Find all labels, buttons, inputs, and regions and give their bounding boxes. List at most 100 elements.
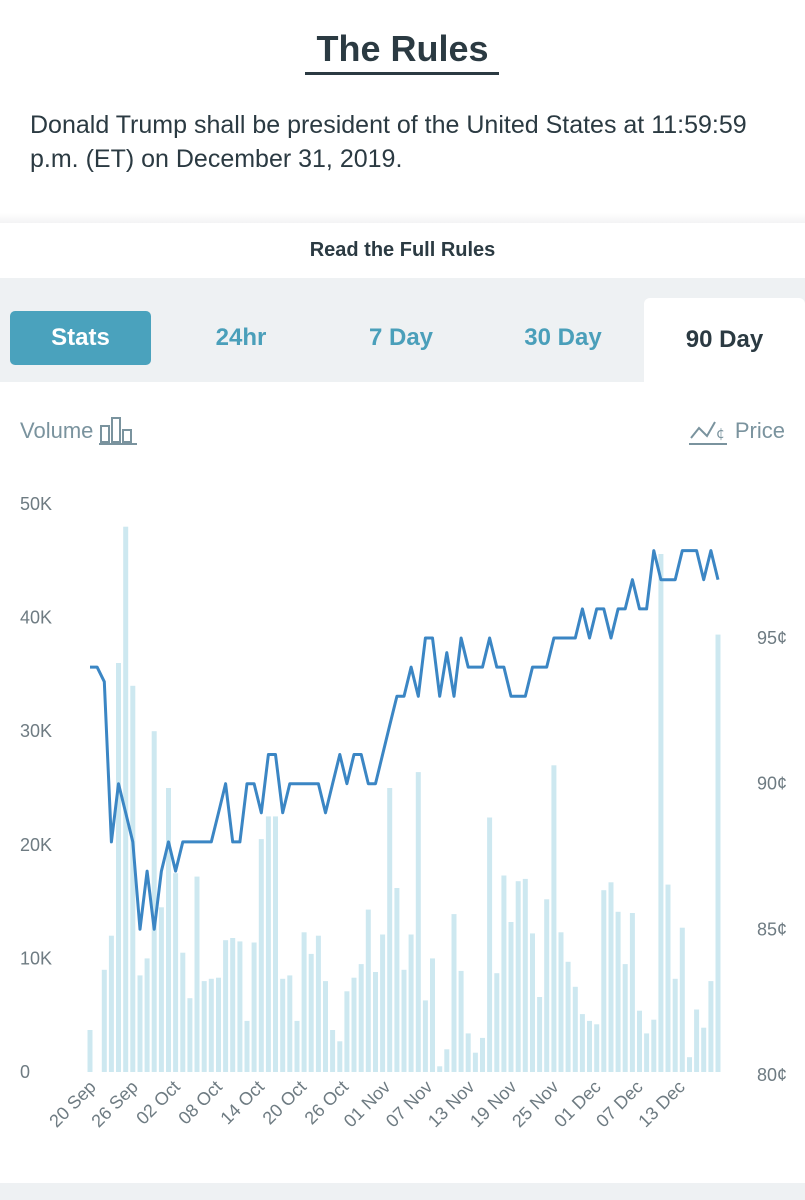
legend-price-label: Price xyxy=(734,418,785,443)
volume-bar xyxy=(415,772,421,1072)
volume-bar xyxy=(672,978,678,1072)
volume-bar xyxy=(430,958,435,1072)
volume-bar xyxy=(101,969,107,1072)
x-tick-label: 07 Dec xyxy=(592,1077,646,1131)
divider-shadow xyxy=(0,213,805,223)
volume-bar xyxy=(565,961,571,1072)
volume-bar xyxy=(273,816,278,1072)
volume-tick-label: 40K xyxy=(20,608,52,628)
volume-bar xyxy=(358,964,364,1072)
volume-bar xyxy=(679,927,685,1072)
volume-bar xyxy=(365,909,371,1072)
x-tick-label: 01 Dec xyxy=(550,1077,604,1131)
volume-tick-label: 20K xyxy=(20,835,52,855)
volume-bar xyxy=(665,884,671,1072)
volume-bar xyxy=(208,978,214,1072)
volume-bar xyxy=(351,977,357,1072)
x-tick-label: 26 Sep xyxy=(87,1077,141,1131)
volume-bar xyxy=(287,975,293,1072)
volume-bar xyxy=(465,1033,471,1072)
legend-volume-label: Volume xyxy=(20,418,94,443)
volume-bar xyxy=(201,981,207,1072)
volume-bars-icon xyxy=(99,417,138,445)
volume-tick-label: 30K xyxy=(20,721,52,741)
volume-bar xyxy=(494,973,500,1072)
svg-text:¢: ¢ xyxy=(716,426,725,442)
legend-volume: Volume xyxy=(20,416,139,446)
volume-bar xyxy=(144,958,150,1072)
volume-bar xyxy=(408,934,414,1072)
x-tick-label: 01 Nov xyxy=(340,1077,394,1131)
x-tick-label: 20 Sep xyxy=(45,1077,99,1131)
volume-bar xyxy=(579,1014,585,1072)
price-line-icon: ¢ xyxy=(688,421,727,445)
volume-bar xyxy=(280,978,286,1072)
x-tick-label: 02 Oct xyxy=(132,1077,184,1129)
tab-7-day[interactable]: 7 Day xyxy=(368,324,434,351)
volume-bar xyxy=(237,941,243,1072)
volume-bar xyxy=(151,731,157,1072)
tab-24hr[interactable]: 24hr xyxy=(215,324,267,351)
volume-tick-label: 0 xyxy=(20,1062,30,1082)
price-line xyxy=(90,549,720,931)
volume-bar xyxy=(251,942,257,1072)
volume-bar xyxy=(694,1009,700,1072)
legend-price: ¢ Price xyxy=(688,416,785,446)
volume-bar xyxy=(537,997,543,1072)
volume-bar xyxy=(551,765,557,1072)
volume-bar xyxy=(137,975,143,1072)
volume-bar xyxy=(158,907,164,1072)
volume-bar xyxy=(701,1027,707,1072)
price-tick-label: 85¢ xyxy=(757,919,787,939)
tab-30-day[interactable]: 30 Day xyxy=(524,324,602,351)
volume-bar xyxy=(223,940,229,1072)
volume-bar xyxy=(608,882,614,1072)
volume-bar xyxy=(444,1049,450,1072)
volume-bar xyxy=(637,1010,642,1072)
volume-bar xyxy=(380,934,386,1072)
volume-bar xyxy=(687,1057,692,1072)
x-tick-label: 13 Nov xyxy=(424,1077,478,1131)
volume-bar xyxy=(301,932,307,1072)
volume-bar xyxy=(651,1019,657,1072)
volume-bar xyxy=(658,554,664,1072)
read-full-rules-link[interactable]: Read the Full Rules xyxy=(0,224,805,276)
rules-text: Donald Trump shall be president of the U… xyxy=(30,111,747,173)
x-tick-label: 07 Nov xyxy=(382,1077,436,1131)
volume-bar xyxy=(451,914,457,1072)
volume-bar xyxy=(629,913,635,1072)
price-tick-label: 95¢ xyxy=(757,628,787,648)
volume-bar xyxy=(480,1037,485,1072)
volume-bar xyxy=(572,986,578,1072)
volume-bar xyxy=(166,788,171,1072)
rules-title: The Rules xyxy=(316,28,489,69)
volume-bar xyxy=(187,998,193,1072)
tab-stats[interactable]: Stats xyxy=(10,311,151,365)
volume-bar xyxy=(644,1033,650,1072)
volume-bar xyxy=(387,788,393,1072)
bottom-bar xyxy=(0,1183,805,1200)
volume-bar xyxy=(458,970,464,1072)
volume-bar xyxy=(130,685,136,1072)
volume-bar xyxy=(344,991,350,1072)
volume-bar xyxy=(615,911,621,1072)
volume-bar xyxy=(330,1030,336,1072)
volume-bar xyxy=(544,899,550,1072)
volume-bar xyxy=(715,634,721,1072)
volume-bar xyxy=(522,878,528,1072)
volume-bar xyxy=(258,839,264,1072)
volume-bar xyxy=(123,526,129,1072)
volume-bar xyxy=(515,881,521,1072)
volume-bar xyxy=(437,1066,443,1072)
volume-bar xyxy=(294,1020,300,1072)
volume-bar xyxy=(216,977,221,1072)
volume-bar xyxy=(394,888,400,1072)
volume-bar xyxy=(87,1030,93,1072)
volume-bar xyxy=(244,1020,250,1072)
volume-bar xyxy=(337,1041,343,1072)
x-tick-label: 14 Oct xyxy=(216,1077,268,1129)
volume-bar xyxy=(308,953,314,1072)
volume-bar xyxy=(501,875,507,1072)
tab-90-day[interactable]: 90 Day xyxy=(644,298,805,382)
volume-bar xyxy=(373,972,378,1072)
